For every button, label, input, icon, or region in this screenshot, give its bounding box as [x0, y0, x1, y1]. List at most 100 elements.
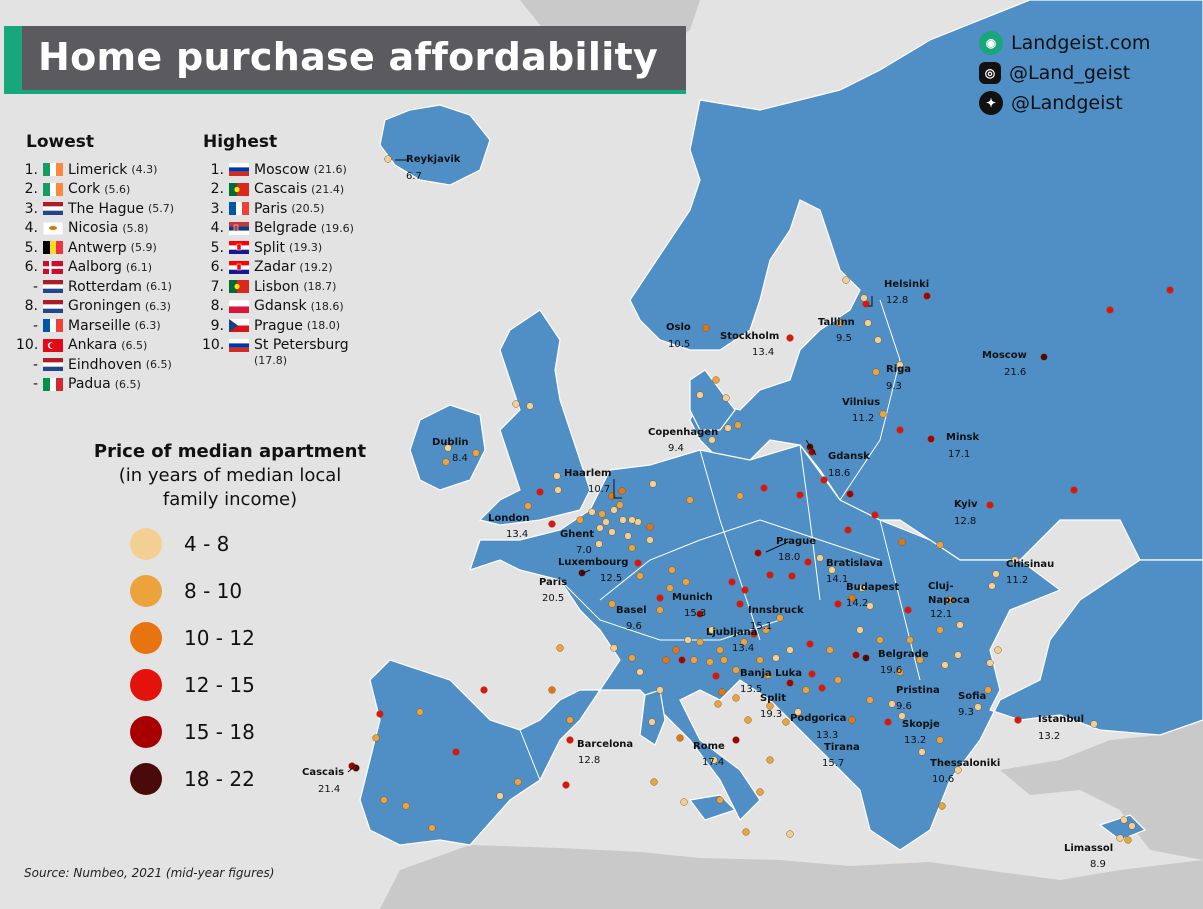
city-dot: [553, 472, 561, 480]
city-label: Prague: [776, 536, 816, 547]
city-dot: [1116, 834, 1124, 842]
city-value: (4.3): [131, 163, 158, 177]
rank-number: -: [32, 278, 38, 295]
city-label: Moscow: [982, 350, 1027, 361]
legend-title-line3: family income): [162, 489, 298, 510]
russia-flag-icon: [229, 163, 249, 177]
city-label: Napoca: [928, 595, 970, 606]
city-dot: [716, 646, 724, 654]
netherlands-flag-icon: [43, 280, 63, 294]
city-dot: [702, 324, 710, 332]
netherlands-flag-icon: [43, 299, 63, 313]
rank-number: 6.: [210, 259, 224, 276]
brand-instagram: @Land_geist: [1009, 62, 1131, 84]
city-dot: [496, 792, 504, 800]
city-dot: [802, 686, 810, 694]
city-label: Basel: [616, 605, 647, 616]
city-dot: [974, 703, 982, 711]
rank-number: -: [32, 317, 38, 334]
city-value: (19.3): [289, 241, 323, 255]
city-value: 18.0: [778, 552, 800, 563]
city-value: (6.5): [121, 338, 148, 352]
city-dot: [732, 694, 740, 702]
city-dot: [736, 600, 744, 608]
city-dot: [680, 798, 688, 806]
city-dot: [896, 361, 904, 369]
city-dot: [619, 516, 627, 524]
city-dot: [866, 696, 874, 704]
rank-number: 3.: [210, 200, 224, 217]
city-dot: [766, 571, 774, 579]
brand-instagram-row[interactable]: ◎ @Land_geist: [979, 58, 1179, 88]
city-dot: [602, 518, 610, 526]
city-dot: [896, 668, 904, 676]
highest-item: 10. St Petersburg: [202, 336, 354, 356]
brand-site-row[interactable]: ◉ Landgeist.com: [979, 28, 1179, 58]
city-label: Istanbul: [1038, 714, 1084, 725]
city-dot: [728, 578, 736, 586]
city-value: 12.8: [886, 295, 908, 306]
legend-title-line2: (in years of median local: [118, 465, 342, 486]
city-dot: [722, 394, 730, 402]
middle-east-landmass: [1000, 720, 1203, 860]
city-value: (21.6): [313, 163, 347, 177]
city-dot: [988, 582, 996, 590]
city-value: (6.1): [145, 280, 172, 294]
city-dot: [986, 659, 994, 667]
city-value: 13.3: [816, 730, 838, 741]
city-dot: [628, 516, 636, 524]
highest-item: 8. Gdansk (18.6): [202, 297, 354, 317]
city-dot: [927, 435, 935, 443]
city-dot: [872, 368, 880, 376]
city-label: Stockholm: [720, 331, 779, 342]
rank-number: 10.: [202, 337, 225, 354]
rank-number: 2.: [210, 181, 224, 198]
city-dot: [514, 778, 522, 786]
city-value: 12.8: [578, 755, 600, 766]
rank-number: 2.: [24, 181, 38, 198]
city-dot: [844, 526, 852, 534]
city-label: Tallinn: [818, 317, 855, 328]
city-dot: [956, 621, 964, 629]
brand-twitter-row[interactable]: ✦ @Landgeist: [979, 88, 1179, 118]
city-name: Aalborg: [68, 259, 122, 276]
city-value: 12.8: [954, 516, 976, 527]
city-value: 13.4: [506, 529, 528, 540]
italy-flag-icon: [43, 377, 63, 391]
city-dot: [766, 702, 774, 710]
legend-label: 10 - 12: [184, 626, 255, 650]
croatia-flag-icon: [229, 241, 249, 255]
city-dot: [786, 334, 794, 342]
city-value: 9.6: [896, 701, 912, 712]
city-label: London: [488, 513, 530, 524]
city-dot: [720, 656, 728, 664]
rank-number: 9.: [210, 317, 224, 334]
city-value: 19.3: [760, 709, 782, 720]
city-name: Eindhoven: [68, 356, 142, 373]
city-dot: [678, 656, 686, 664]
rank-number: 5.: [24, 239, 38, 256]
city-value: (21.4): [311, 182, 345, 196]
city-label: Munich: [672, 592, 713, 603]
cyprus-flag-icon: [43, 221, 63, 235]
city-dot: [754, 549, 762, 557]
city-dot: [616, 501, 624, 509]
city-value: 13.5: [740, 684, 762, 695]
legend-swatch: [130, 763, 162, 795]
city-dot: [666, 584, 674, 592]
city-name: Moscow: [254, 161, 310, 178]
city-value: (5.6): [104, 182, 131, 196]
legend-row: 4 - 8: [130, 526, 229, 562]
city-dot: [906, 636, 914, 644]
city-dot: [634, 559, 642, 567]
city-name: Cork: [68, 181, 101, 198]
city-dot: [936, 626, 944, 634]
city-dot: [898, 712, 906, 720]
city-label: Oslo: [666, 322, 691, 333]
city-value: 9.3: [958, 707, 974, 718]
city-name: Gdansk: [254, 298, 307, 315]
rank-number: 4.: [210, 220, 224, 237]
city-label: Split: [760, 693, 786, 704]
city-dot: [876, 636, 884, 644]
